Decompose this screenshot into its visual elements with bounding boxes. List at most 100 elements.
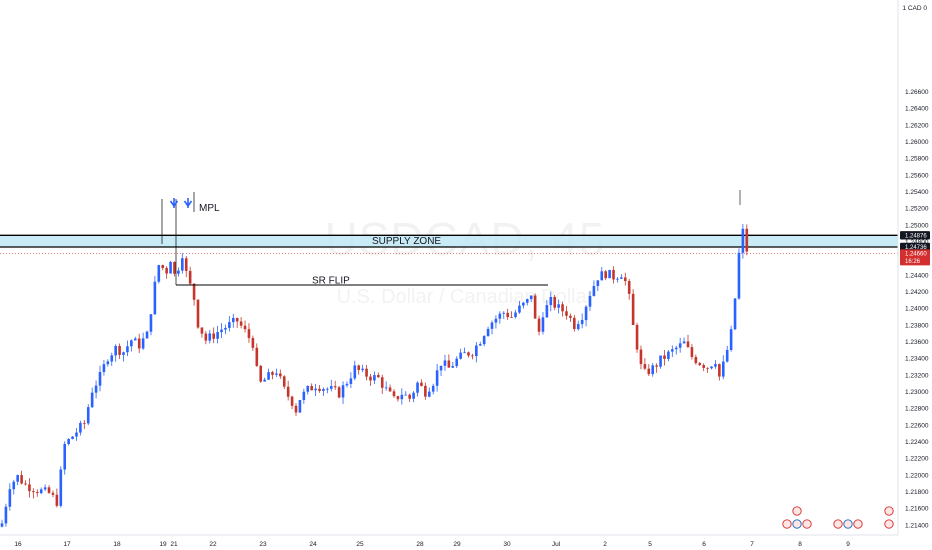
swing-high-arrow-icon [183,198,193,208]
candle [522,302,525,309]
economic-event-flag-icon[interactable] [802,519,812,529]
candle [20,470,23,485]
candle [494,315,498,329]
y-tick-label: 1.24200 [905,289,929,296]
candle [251,335,255,351]
candle [259,364,263,383]
candle [247,323,251,343]
candle [557,299,560,314]
candle [533,293,537,319]
x-tick-label: 19 [159,541,167,548]
economic-event-flag-icon[interactable] [782,519,792,529]
candle [43,484,47,491]
candle [725,345,729,363]
x-tick-label: Jul [552,541,561,548]
candle [694,354,698,365]
candle [510,311,513,318]
candle [553,294,557,311]
candle [349,372,353,389]
candle [655,363,658,373]
time-axis[interactable]: 16 17 18 19 21 22 23 24 25 28 29 30 Jul 2 5 6 7 8 9 [14,541,850,548]
economic-event-flag-icon[interactable] [792,506,802,516]
candle [192,283,196,306]
candle [122,351,125,362]
candle [545,299,549,318]
supply-zone [0,235,898,247]
candle [298,399,302,413]
candle [659,355,662,369]
economic-event-flag-icon[interactable] [833,519,843,529]
candle [588,291,592,311]
economic-events[interactable] [782,506,894,529]
economic-event-flag-icon[interactable] [884,519,894,529]
candle [608,269,611,279]
candle [392,389,396,398]
candle [75,428,78,441]
candle [424,382,427,400]
candle [686,334,690,348]
candle [306,385,310,395]
y-tick-label: 1.25400 [905,189,929,196]
candle [153,276,157,316]
x-tick-label: 30 [503,541,511,548]
x-tick-label: 28 [416,541,424,548]
candle [228,316,231,332]
candle [439,365,443,376]
y-tick-label: 1.21600 [905,506,929,513]
candle [604,270,607,281]
y-tick-label: 1.25200 [905,206,929,213]
candle [55,488,59,508]
candle [282,375,286,389]
economic-event-flag-icon[interactable] [853,519,863,529]
candle [345,381,349,388]
candle [412,391,415,403]
candle [16,474,19,486]
currency-label: 1 CAD 0 [902,5,927,12]
candle [565,305,568,320]
candle [333,380,337,390]
x-tick-label: 7 [750,541,754,548]
y-tick-label: 1.21400 [905,522,929,529]
candle [271,370,274,380]
economic-event-flag-icon[interactable] [884,506,894,516]
y-tick-label: 1.26400 [905,106,929,113]
economic-event-flag-icon[interactable] [792,519,802,529]
candle [32,488,35,499]
candle [463,347,466,354]
price-axis[interactable]: 1.26600 1.26400 1.26200 1.26000 1.25800 1.256… [905,89,929,529]
candle [28,478,31,498]
candle [177,267,180,277]
candle [239,317,243,329]
y-tick-label: 1.22400 [905,439,929,446]
candle [4,503,8,527]
candle [596,280,600,292]
y-tick-label: 1.23600 [905,339,929,346]
candle [326,387,329,394]
candle [0,519,4,528]
candle [651,363,655,377]
candle [737,248,741,300]
candle [369,374,372,386]
candle [671,345,674,357]
candle [243,320,247,333]
candle [161,264,165,271]
candle [8,483,12,511]
watermark-description: U.S. Dollar / Canadian Dollar [337,286,594,308]
svg-text:1.24876: 1.24876 [905,234,927,240]
candle [59,466,63,508]
candle [498,311,502,324]
candle [149,314,153,336]
y-tick-label: 1.25600 [905,172,929,179]
x-tick-label: 25 [356,541,364,548]
economic-event-flag-icon[interactable] [843,519,853,529]
candle [106,359,110,367]
candle [631,289,635,326]
x-tick-label: 18 [113,541,121,548]
candle [224,324,227,335]
x-tick-label: 21 [170,541,178,548]
candle [702,363,705,372]
candle [110,352,114,366]
candle [341,381,345,404]
candle [329,379,333,392]
